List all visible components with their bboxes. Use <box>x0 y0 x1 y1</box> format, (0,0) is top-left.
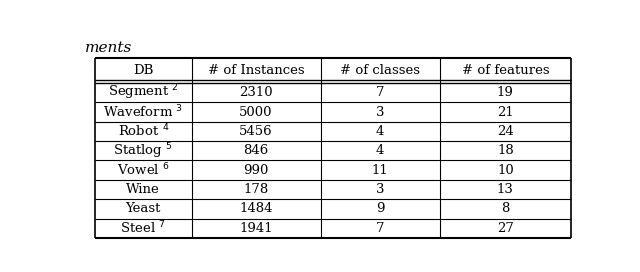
Text: Vowel $^{6}$: Vowel $^{6}$ <box>117 162 170 178</box>
Text: # of classes: # of classes <box>340 64 420 77</box>
Text: Segment $^{2}$: Segment $^{2}$ <box>108 83 179 103</box>
Text: 5456: 5456 <box>239 125 273 138</box>
Text: 1484: 1484 <box>239 202 273 215</box>
Text: Robot $^{4}$: Robot $^{4}$ <box>118 123 169 140</box>
Text: 11: 11 <box>372 163 388 177</box>
Text: 1941: 1941 <box>239 222 273 235</box>
Text: Wine: Wine <box>126 183 160 196</box>
Text: 5000: 5000 <box>239 106 273 119</box>
Text: 9: 9 <box>376 202 385 215</box>
Text: ments: ments <box>85 41 132 55</box>
Text: 3: 3 <box>376 106 385 119</box>
Text: 846: 846 <box>243 144 269 157</box>
Text: Waveform $^{3}$: Waveform $^{3}$ <box>103 104 183 120</box>
Text: 3: 3 <box>376 183 385 196</box>
Text: # of Instances: # of Instances <box>208 64 305 77</box>
Text: 21: 21 <box>497 106 514 119</box>
Text: 990: 990 <box>243 163 269 177</box>
Text: 24: 24 <box>497 125 514 138</box>
Text: DB: DB <box>133 64 154 77</box>
Text: 8: 8 <box>501 202 509 215</box>
Text: 7: 7 <box>376 222 385 235</box>
Text: 178: 178 <box>243 183 269 196</box>
Text: 10: 10 <box>497 163 514 177</box>
Text: Statlog $^{5}$: Statlog $^{5}$ <box>113 141 173 160</box>
Text: # of features: # of features <box>461 64 549 77</box>
Text: Steel $^{7}$: Steel $^{7}$ <box>120 220 166 237</box>
Text: 19: 19 <box>497 86 514 99</box>
Text: Yeast: Yeast <box>125 202 161 215</box>
Text: 13: 13 <box>497 183 514 196</box>
Text: 4: 4 <box>376 125 384 138</box>
Text: 4: 4 <box>376 144 384 157</box>
Text: 18: 18 <box>497 144 514 157</box>
Text: 27: 27 <box>497 222 514 235</box>
Text: 7: 7 <box>376 86 385 99</box>
Text: 2310: 2310 <box>239 86 273 99</box>
